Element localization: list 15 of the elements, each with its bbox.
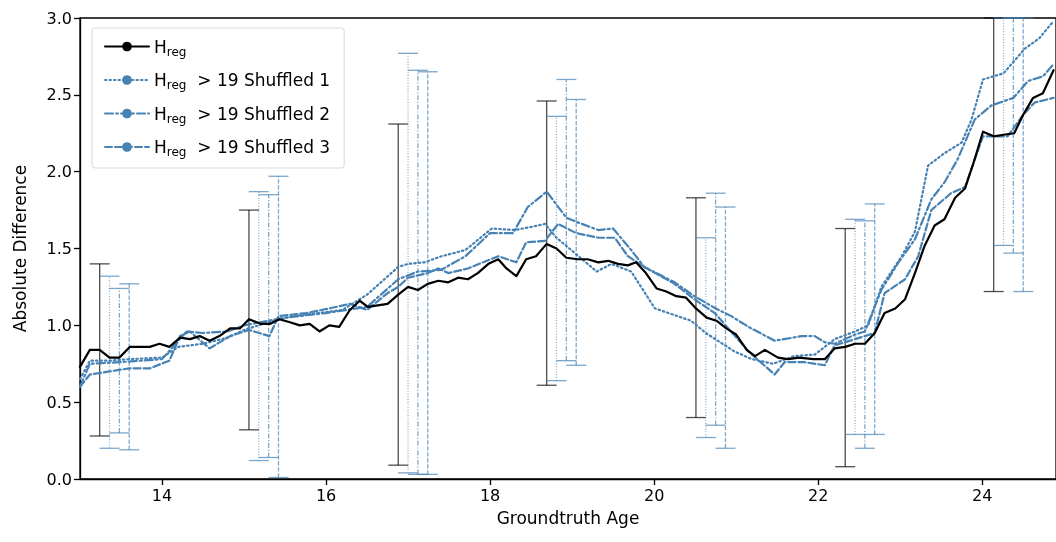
x-tick-label: 22 bbox=[807, 485, 829, 505]
x-axis-title: Groundtruth Age bbox=[496, 507, 640, 528]
x-tick-label: 14 bbox=[151, 485, 173, 505]
y-tick-label: 1.0 bbox=[46, 315, 72, 335]
y-tick-label: 2.0 bbox=[46, 162, 72, 182]
y-tick-label: 3.0 bbox=[46, 8, 72, 28]
y-tick-label: 2.5 bbox=[46, 85, 72, 105]
x-tick-label: 16 bbox=[315, 485, 337, 505]
x-tick-label: 20 bbox=[643, 485, 665, 505]
y-axis-title: Absolute Difference bbox=[9, 164, 30, 333]
x-tick-label: 24 bbox=[972, 485, 993, 505]
x-tick-label: 18 bbox=[479, 485, 501, 505]
y-tick-label: 0.5 bbox=[46, 392, 72, 412]
y-tick-label: 0.0 bbox=[46, 469, 72, 489]
y-tick-label: 1.5 bbox=[46, 239, 72, 258]
